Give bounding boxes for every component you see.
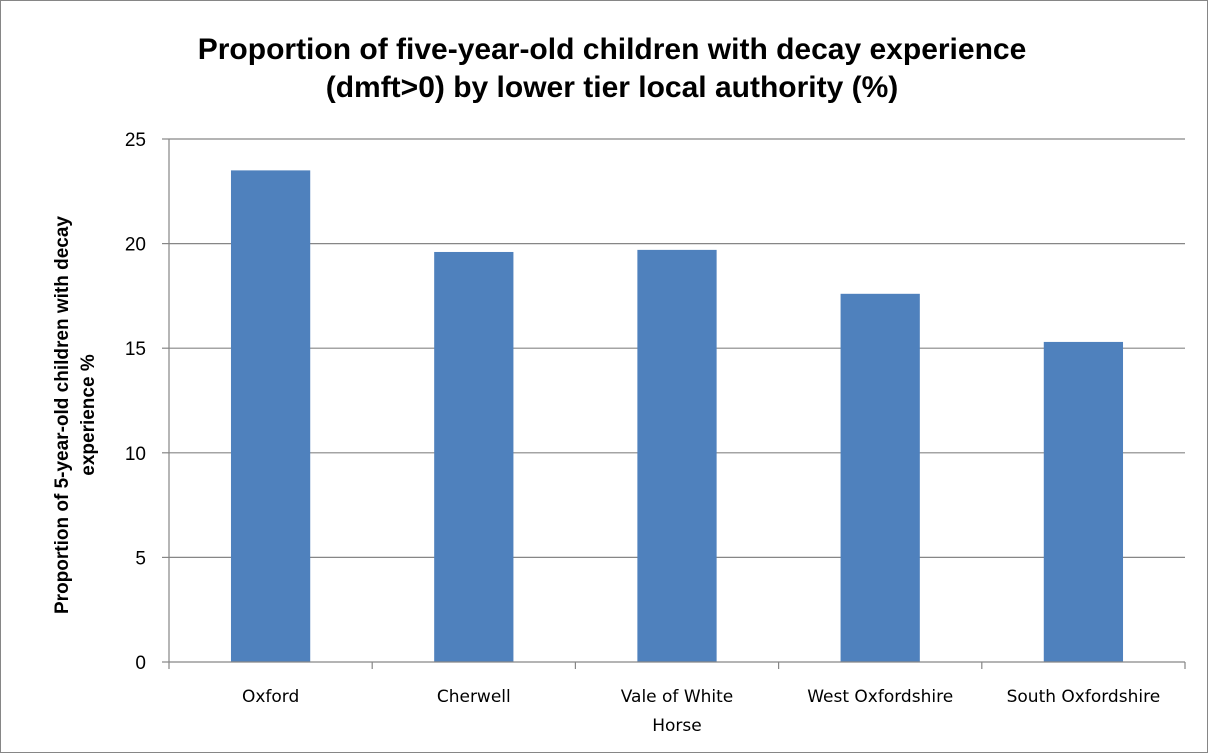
- y-tick-labels: 0 5 10 15 20 25: [125, 130, 146, 674]
- x-tick-label: Horse: [652, 716, 702, 736]
- y-tick-label: 25: [125, 130, 146, 151]
- bar-1: [434, 251, 514, 662]
- bar-3: [840, 293, 920, 662]
- y-tick-label: 10: [125, 444, 146, 465]
- chart-title-line-2: (dmft>0) by lower tier local authority (…: [326, 71, 899, 104]
- x-tick-label: West Oxfordshire: [807, 687, 953, 707]
- bar-0: [230, 170, 311, 662]
- bar-4: [1043, 341, 1124, 662]
- bars: [230, 170, 1124, 662]
- y-tick-label: 0: [135, 653, 146, 674]
- bar-2: [637, 249, 717, 662]
- axes: [162, 138, 1186, 669]
- y-tick-label: 15: [125, 339, 146, 360]
- y-tick-label: 5: [135, 548, 146, 569]
- y-axis-title: Proportion of 5-year-old children with d…: [52, 216, 99, 614]
- y-tick-label: 20: [125, 235, 146, 256]
- chart-title-line-1: Proportion of five-year-old children wit…: [198, 33, 1027, 66]
- y-axis-title-line-2: experience %: [78, 354, 99, 476]
- x-tick-label: South Oxfordshire: [1007, 687, 1161, 707]
- x-tick-labels: Oxford Cherwell Vale of White Horse West Oxf…: [242, 687, 1160, 736]
- y-axis-title-line-1: Proportion of 5-year-old children with d…: [52, 216, 73, 614]
- x-tick-label: Oxford: [242, 687, 299, 707]
- x-tick-label: Cherwell: [437, 687, 511, 707]
- x-tick-label: Vale of White: [621, 687, 734, 707]
